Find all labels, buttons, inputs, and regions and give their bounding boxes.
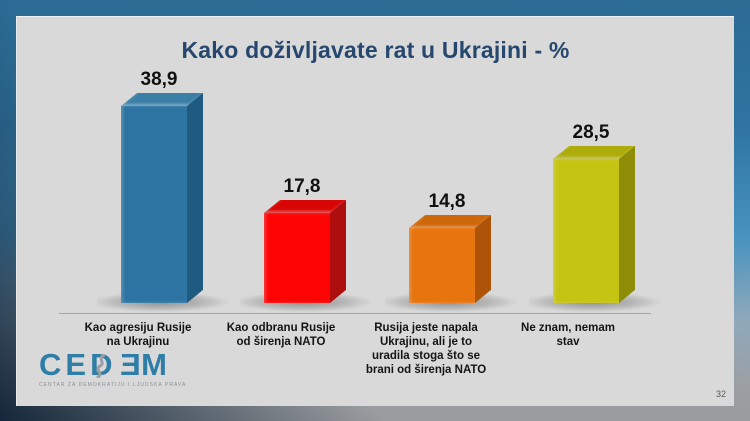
category-label-4: Ne znam, nemam stav (486, 321, 650, 349)
logo-letter-m: M (141, 347, 171, 382)
logo-mark-icon (96, 354, 106, 378)
category-label-line: na Ukrajinu (106, 336, 170, 348)
category-label-line: stav (556, 336, 580, 348)
bar-front-face (553, 159, 619, 303)
bar-chart: 38,9 Kao agresiju Rusije na Ukrajinu 17,8 Ka… (17, 17, 734, 406)
bar-side-face (330, 199, 346, 303)
bar-2: 17,8 (240, 176, 372, 312)
bar-front-face (264, 213, 330, 303)
bar-value-label: 38,9 (140, 69, 178, 90)
cedem-logo-text: CEDEM (39, 347, 186, 382)
cedem-logo: CEDEM CENTAR ZA DEMOKRATIJU I LJUDSKA PR… (39, 347, 187, 388)
category-label-line: Ne znam, nemam (521, 322, 615, 334)
bar-side-face (619, 145, 635, 303)
category-label-2: Kao odbranu Rusije od širenja NATO (199, 321, 363, 349)
bar-side-face (187, 92, 203, 303)
category-label-line: Rusija jeste napala (374, 322, 478, 334)
bar-value-label: 14,8 (428, 191, 466, 212)
bar-3: 14,8 (385, 191, 517, 312)
bar-4: 28,5 (529, 122, 661, 312)
slide-title: Kako doživljavate rat u Ukrajini - % (181, 37, 570, 63)
page-number: 32 (715, 389, 726, 399)
bar-value-label: 17,8 (283, 176, 321, 197)
bar-front-face (121, 106, 187, 303)
bar-1: 38,9 (97, 69, 229, 312)
category-label-line: brani od širenja NATO (365, 364, 487, 376)
cedem-tagline: CENTAR ZA DEMOKRATIJU I LJUDSKA PRAVA (39, 382, 187, 388)
category-label-3: Rusija jeste napala Ukrajinu, ali je to ur… (344, 321, 508, 377)
bar-front-face (409, 228, 475, 303)
bar-value-label: 28,5 (572, 122, 610, 143)
logo-letter-e-reversed: E (116, 347, 142, 382)
category-axis-line (59, 313, 651, 314)
category-label-line: od širenja NATO (236, 336, 326, 348)
category-label-line: Kao agresiju Rusije (84, 322, 192, 334)
category-label-1: Kao agresiju Rusije na Ukrajinu (56, 321, 220, 349)
bar-side-face (475, 214, 491, 303)
category-label-line: Ukrajinu, ali je to (379, 336, 473, 348)
category-label-line: Kao odbranu Rusije (226, 322, 336, 334)
slide: Kako doživljavate rat u Ukrajini - % 38,… (16, 16, 734, 406)
category-label-line: uradila stoga što se (371, 350, 480, 362)
